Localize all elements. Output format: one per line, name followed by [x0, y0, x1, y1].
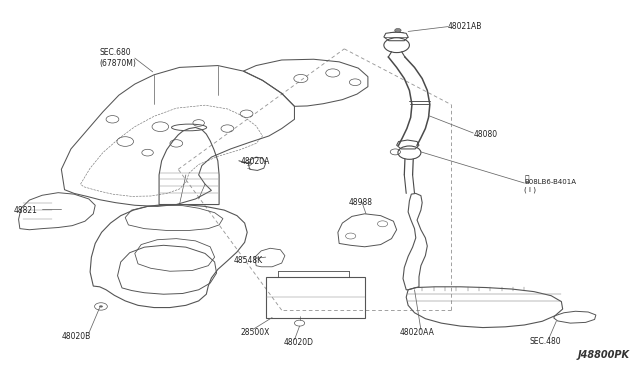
Text: 48020A: 48020A [240, 157, 269, 166]
Text: B08LB6-B401A
( I ): B08LB6-B401A ( I ) [524, 179, 577, 193]
Text: Ⓑ: Ⓑ [524, 175, 529, 184]
Circle shape [99, 305, 103, 308]
Text: J48800PK: J48800PK [578, 350, 630, 360]
Text: 48988: 48988 [349, 198, 372, 207]
Text: 48548K: 48548K [234, 256, 263, 264]
Text: 48020AA: 48020AA [400, 328, 435, 337]
Text: SEC.680
(67870M): SEC.680 (67870M) [100, 48, 136, 68]
Circle shape [395, 29, 401, 32]
Text: 28500X: 28500X [240, 328, 269, 337]
Text: 48080: 48080 [473, 129, 497, 139]
Text: 48020D: 48020D [284, 338, 314, 347]
Text: 48021AB: 48021AB [448, 22, 482, 31]
Text: 48821: 48821 [13, 206, 37, 215]
Text: 48020B: 48020B [61, 331, 91, 341]
Text: SEC.480: SEC.480 [529, 337, 561, 346]
